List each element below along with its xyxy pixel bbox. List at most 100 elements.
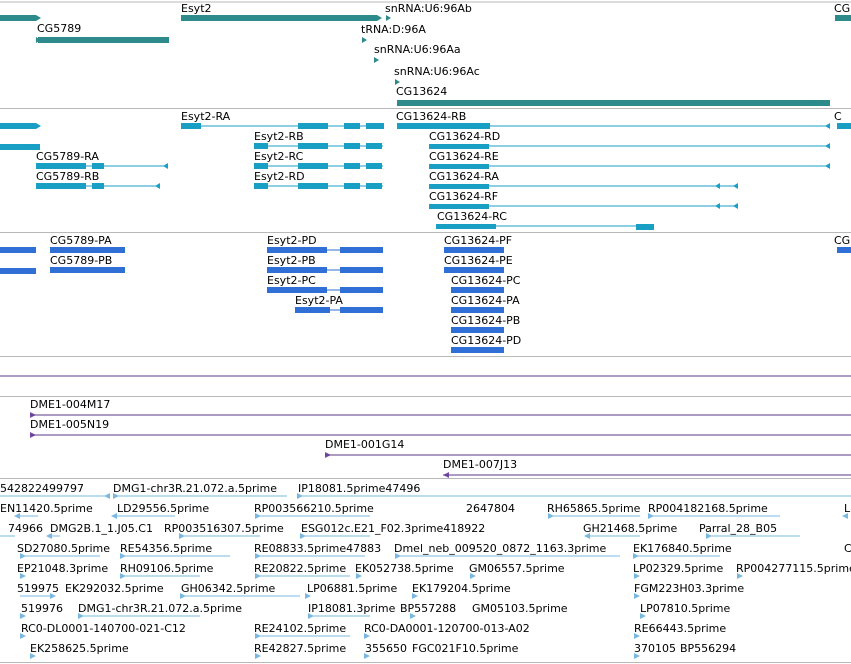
exon-block[interactable] <box>340 247 383 253</box>
est-label[interactable]: DMG1-chr3R.21.072.a.5prime <box>113 482 278 495</box>
est-label[interactable]: RC0-DL0001-140700-021-C12 <box>21 622 186 635</box>
exon-block[interactable] <box>254 143 268 149</box>
exon-block[interactable] <box>429 204 489 209</box>
protein-bar[interactable] <box>0 268 36 274</box>
exon-block[interactable] <box>254 183 268 189</box>
est-label[interactable]: RP003516307.5prime <box>164 522 284 535</box>
exon-block[interactable] <box>340 267 383 273</box>
est-label[interactable]: LD29556.5prime <box>117 502 210 515</box>
transcript-label[interactable]: Esyt2-RD <box>254 170 305 183</box>
est-label[interactable]: FGC021F10.5prime <box>412 642 519 655</box>
gene-label[interactable]: snRNA:U6:96Ab <box>385 2 472 15</box>
gene-label[interactable]: CG13624 <box>396 85 448 98</box>
gene-label[interactable]: CG5789 <box>37 22 82 35</box>
est-label[interactable]: GH06342.5prime <box>181 582 276 595</box>
exon-block[interactable] <box>366 123 384 129</box>
est-label[interactable]: DMG1-chr3R.21.072.a.5prime <box>78 602 243 615</box>
est-label[interactable]: EK052738.5prime <box>355 562 454 575</box>
transcript-label[interactable]: CG13624-RC <box>437 210 507 223</box>
est-label[interactable]: IP18081.3prime <box>308 602 396 615</box>
protein-bar[interactable] <box>0 247 36 253</box>
est-label[interactable]: 519975 <box>17 582 59 595</box>
protein-bar[interactable] <box>451 347 504 353</box>
exon-block[interactable] <box>298 163 328 169</box>
protein-label[interactable]: CG5789-PB <box>50 254 113 267</box>
protein-label[interactable]: CG13624-PA <box>451 294 520 307</box>
exon-block[interactable] <box>344 123 360 129</box>
protein-bar[interactable] <box>444 267 504 273</box>
est-label[interactable]: IP18081.5prime47496 <box>298 482 421 495</box>
exon-block[interactable] <box>429 184 489 189</box>
est-label[interactable]: EK179204.5prime <box>412 582 511 595</box>
est-label[interactable]: FGM223H03.3prime <box>634 582 745 595</box>
est-label[interactable]: 2647804 <box>466 502 515 515</box>
est-label[interactable]: RE20822.5prime <box>254 562 347 575</box>
exon-block[interactable] <box>837 123 851 129</box>
est-label[interactable]: LP07810.5prime <box>640 602 731 615</box>
transcript-label[interactable]: CG13624-RE <box>429 150 499 163</box>
transcript-bar[interactable] <box>0 144 40 150</box>
gene-label[interactable]: CG <box>834 2 851 15</box>
exon-block[interactable] <box>366 143 382 149</box>
transcript-label[interactable]: CG5789-RA <box>36 150 99 163</box>
protein-label[interactable]: CG <box>834 234 851 247</box>
est-label[interactable]: EK292032.5prime <box>65 582 164 595</box>
transcript-label[interactable]: CG13624-RB <box>396 110 467 123</box>
protein-label[interactable]: Esyt2-PB <box>267 254 316 267</box>
est-label[interactable]: LP06881.5prime <box>307 582 398 595</box>
est-label[interactable]: 74966 <box>8 522 43 535</box>
gene-bar[interactable] <box>397 100 830 106</box>
est-label[interactable]: RC0-DA0001-120700-013-A02 <box>364 622 530 635</box>
gene-label[interactable]: tRNA:D:96A <box>361 23 426 36</box>
exon-block[interactable] <box>181 123 201 129</box>
protein-bar[interactable] <box>451 327 504 333</box>
exon-block[interactable] <box>92 183 104 189</box>
est-label[interactable]: EN11420.5prime <box>0 502 93 515</box>
est-label[interactable]: BP557288 <box>400 602 457 615</box>
est-label[interactable]: RH65865.5prime <box>547 502 641 515</box>
exon-block[interactable] <box>298 123 328 129</box>
clone-label[interactable]: DME1-005N19 <box>30 418 110 431</box>
est-label[interactable]: Dmel_neb_009520_0872_1163.3prime <box>394 542 607 555</box>
est-label[interactable]: C <box>844 542 851 555</box>
protein-label[interactable]: CG13624-PE <box>444 254 513 267</box>
exon-block[interactable] <box>267 287 327 293</box>
gene-bar[interactable] <box>38 37 169 43</box>
protein-label[interactable]: Esyt2-PA <box>295 294 343 307</box>
est-label[interactable]: DMG2B.1_1.J05.C1 <box>50 522 153 535</box>
protein-bar[interactable] <box>50 247 125 253</box>
transcript-label[interactable]: CG13624-RF <box>429 190 499 203</box>
exon-block[interactable] <box>298 143 328 149</box>
gene-label[interactable]: snRNA:U6:96Aa <box>374 43 461 56</box>
exon-block[interactable] <box>636 224 654 230</box>
transcript-label[interactable]: CG13624-RD <box>429 130 501 143</box>
gene-label[interactable]: snRNA:U6:96Ac <box>394 65 480 78</box>
exon-block[interactable] <box>344 163 360 169</box>
est-label[interactable]: RE08833.5prime47883 <box>254 542 382 555</box>
exon-block[interactable] <box>344 183 360 189</box>
protein-label[interactable]: CG5789-PA <box>50 234 112 247</box>
gene-label[interactable]: Esyt2 <box>181 2 212 15</box>
exon-block[interactable] <box>340 307 383 313</box>
est-label[interactable]: L <box>844 502 851 515</box>
est-label[interactable]: RE42827.5prime <box>254 642 347 655</box>
transcript-label[interactable]: Esyt2-RA <box>181 110 231 123</box>
protein-bar[interactable] <box>451 307 504 313</box>
est-label[interactable]: ESG012c.E21_F02.3prime418922 <box>301 522 486 535</box>
transcript-label[interactable]: CG5789-RB <box>36 170 100 183</box>
est-label[interactable]: RE54356.5prime <box>120 542 213 555</box>
exon-block[interactable] <box>340 287 383 293</box>
est-label[interactable]: RH09106.5prime <box>120 562 214 575</box>
exon-block[interactable] <box>429 164 489 169</box>
protein-bar[interactable] <box>50 267 125 273</box>
protein-label[interactable]: CG13624-PD <box>451 334 522 347</box>
exon-block[interactable] <box>397 123 490 129</box>
est-label[interactable]: Parral_28_B05 <box>699 522 778 535</box>
est-label[interactable]: RE24102.5prime <box>254 622 347 635</box>
exon-block[interactable] <box>295 307 330 313</box>
exon-block[interactable] <box>298 183 328 189</box>
est-label[interactable]: 542822499797 <box>0 482 84 495</box>
exon-block[interactable] <box>366 183 382 189</box>
exon-block[interactable] <box>36 163 86 169</box>
exon-block[interactable] <box>92 163 104 169</box>
